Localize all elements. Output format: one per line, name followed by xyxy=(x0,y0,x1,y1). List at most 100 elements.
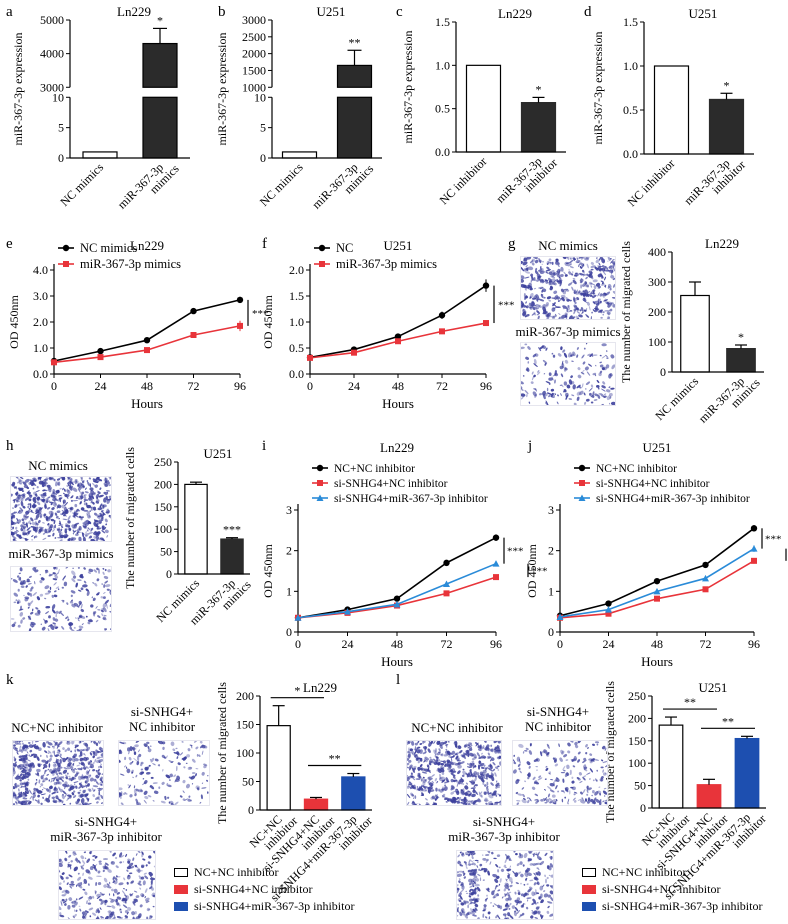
stained-cell xyxy=(17,588,20,592)
micrograph-caption-k-3: si-SNHG4+ miR-367-3p inhibitor xyxy=(50,814,162,844)
stained-cell xyxy=(67,520,71,524)
stained-cell xyxy=(85,915,87,919)
stained-cell xyxy=(443,741,448,745)
stained-cell xyxy=(601,385,606,389)
stained-cell xyxy=(521,346,525,350)
stained-cell xyxy=(590,759,593,763)
stained-cell xyxy=(427,766,430,771)
stained-cell xyxy=(22,531,24,534)
stained-cell xyxy=(52,622,56,625)
stained-cell xyxy=(590,261,595,266)
stained-cell xyxy=(546,316,550,319)
stained-cell xyxy=(576,347,579,350)
stained-cell xyxy=(416,746,420,751)
stained-cell xyxy=(33,491,38,496)
stained-cell xyxy=(611,302,614,305)
stained-cell xyxy=(56,767,61,772)
x-tick-label: 48 xyxy=(392,379,404,393)
stained-cell xyxy=(97,766,100,769)
stained-cell xyxy=(603,292,607,296)
stained-cell xyxy=(124,765,126,768)
stained-cell xyxy=(591,394,595,398)
stained-cell xyxy=(51,594,54,598)
stained-cell xyxy=(136,761,140,766)
stained-cell xyxy=(59,912,62,916)
stained-cell xyxy=(131,771,134,774)
stained-cell xyxy=(524,780,527,783)
data-point xyxy=(438,312,446,319)
stained-cell xyxy=(513,761,517,765)
stained-cell xyxy=(555,258,559,261)
stained-cell xyxy=(522,751,525,754)
y-tick-label: 200 xyxy=(648,305,666,319)
stained-cell xyxy=(464,792,468,796)
stained-cell xyxy=(473,774,476,778)
stained-cell xyxy=(458,870,465,873)
stained-cell xyxy=(428,777,433,781)
stained-cell xyxy=(595,799,600,803)
stained-cell xyxy=(457,757,460,762)
stained-cell xyxy=(585,398,590,402)
stained-cell xyxy=(70,628,76,631)
stained-cell xyxy=(146,771,151,775)
stained-cell xyxy=(73,757,79,762)
stained-cell xyxy=(102,526,105,528)
stained-cell xyxy=(607,257,611,262)
stained-cell xyxy=(439,789,444,793)
stained-cell xyxy=(66,496,69,499)
stained-cell xyxy=(467,904,469,909)
stained-cell xyxy=(601,343,607,347)
stained-cell xyxy=(579,390,584,396)
stained-cell xyxy=(114,856,118,860)
stained-cell xyxy=(57,745,61,747)
stained-cell xyxy=(575,291,579,295)
stained-cell xyxy=(90,538,95,541)
stained-cell xyxy=(78,905,81,907)
stained-cell xyxy=(111,861,113,864)
stained-cell xyxy=(82,748,88,752)
stained-cell xyxy=(47,745,51,749)
bar xyxy=(680,294,710,373)
stained-cell xyxy=(410,772,413,775)
stained-cell xyxy=(421,792,424,796)
stained-cell xyxy=(491,774,493,777)
stained-cell xyxy=(431,780,435,784)
stained-cell xyxy=(26,775,29,779)
stained-cell xyxy=(195,746,199,750)
stained-cell xyxy=(52,489,56,494)
stained-cell xyxy=(506,882,510,888)
stained-cell xyxy=(134,911,137,915)
stained-cell xyxy=(520,882,522,885)
stained-cell xyxy=(98,568,100,574)
y-tick-label: 1 xyxy=(286,584,292,598)
stained-cell xyxy=(521,303,524,309)
stained-cell xyxy=(590,275,594,280)
stained-cell xyxy=(449,799,452,803)
stained-cell xyxy=(24,744,29,749)
stained-cell xyxy=(54,754,60,757)
x-tick-label: NC mimics xyxy=(652,374,701,423)
stained-cell xyxy=(412,786,415,790)
stained-cell xyxy=(44,769,48,772)
stained-cell xyxy=(461,798,464,802)
stained-cell xyxy=(484,797,488,802)
stained-cell xyxy=(139,772,143,776)
stained-cell xyxy=(601,355,606,359)
stained-cell xyxy=(125,889,128,891)
stained-cell xyxy=(573,402,577,405)
stained-cell xyxy=(65,889,70,894)
stained-cell xyxy=(471,852,476,856)
stained-cell xyxy=(70,779,73,782)
stained-cell xyxy=(19,767,22,770)
stained-cell xyxy=(54,741,58,746)
stained-cell xyxy=(87,481,91,487)
stained-cell xyxy=(94,758,97,763)
stained-cell xyxy=(537,315,540,319)
stained-cell xyxy=(607,285,610,289)
stained-cell xyxy=(595,364,597,367)
x-tick-label: 24 xyxy=(348,379,360,393)
stained-cell xyxy=(71,578,76,583)
y-tick-label: 1.5 xyxy=(435,15,450,29)
stained-cell xyxy=(18,487,24,491)
legend-l-item-3: si-SNHG4+miR-367-3p inhibitor xyxy=(582,899,762,914)
